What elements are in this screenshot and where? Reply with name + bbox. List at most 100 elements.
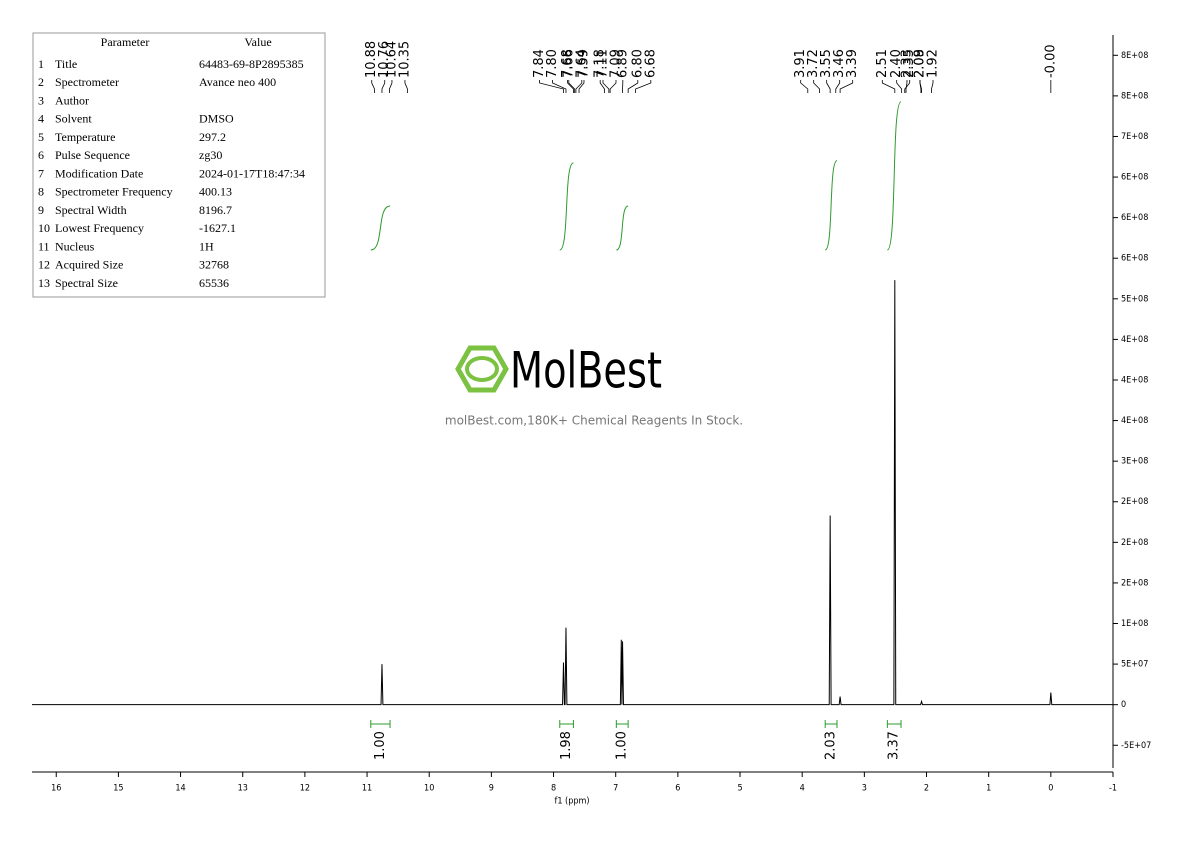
peak-leader: [839, 80, 854, 93]
peak-leader: [568, 80, 576, 93]
peak-leader: [800, 80, 809, 93]
y-tick-label: 5E+08: [1121, 294, 1148, 304]
y-tick-label: 8E+08: [1121, 51, 1148, 61]
parameter-table-frame: [32, 32, 326, 298]
y-tick-label: 6E+08: [1121, 173, 1148, 183]
x-tick-label: 5: [737, 784, 742, 794]
x-tick-label: 9: [489, 784, 494, 794]
integral-curve: [886, 101, 902, 251]
table-cell: 297.2: [199, 130, 226, 144]
table-cell: Lowest Frequency: [55, 221, 144, 235]
table-cell: 3: [38, 93, 44, 107]
peak-leader: [905, 80, 908, 93]
x-tick-label: 8: [551, 784, 556, 794]
peak-label: 10.76: [377, 41, 392, 78]
y-tick-label: 6E+08: [1121, 213, 1148, 223]
peak-label: 3.39: [845, 49, 860, 78]
integral-label: 3.37: [887, 731, 902, 760]
peak-label: 7.66: [561, 49, 576, 78]
peak-label: 7.11: [595, 49, 610, 78]
table-cell: 8: [38, 185, 44, 199]
y-tick-label: 5E+07: [1121, 660, 1148, 670]
peak-leader: [552, 80, 567, 93]
peak-label: 3.91: [793, 49, 808, 78]
peak-label: 2.33: [899, 49, 914, 78]
peak-leader: [389, 80, 393, 93]
table-cell: Title: [55, 57, 77, 71]
table-cell: 10: [38, 221, 50, 235]
table-cell: 32768: [199, 258, 229, 272]
x-tick-label: 3: [862, 784, 867, 794]
peak-label: 3.72: [806, 49, 821, 78]
table-header: Parameter: [101, 35, 150, 49]
peak-label: 2.40: [889, 49, 904, 78]
table-cell: 5: [38, 130, 44, 144]
peak-label: 7.64: [574, 49, 589, 78]
table-cell: 13: [38, 276, 50, 290]
table-cell: 9: [38, 203, 44, 217]
peak-label: 3.46: [832, 49, 847, 78]
peak-label: 10.88: [364, 41, 379, 78]
y-tick-label: 4E+08: [1121, 375, 1148, 385]
peak-label: 10.35: [397, 41, 412, 78]
y-tick-label: 2E+08: [1121, 538, 1148, 548]
y-tick-label: 2E+08: [1121, 497, 1148, 507]
table-cell: 400.13: [199, 185, 232, 199]
y-tick-label: 1E+08: [1121, 619, 1148, 629]
x-tick-label: 12: [300, 784, 310, 794]
integral-curve: [559, 162, 574, 251]
table-cell: 1H: [199, 239, 214, 253]
y-tick-label: 7E+08: [1121, 132, 1148, 142]
table-cell: 12: [38, 258, 50, 272]
peak-leader: [919, 80, 922, 93]
x-tick-label: 13: [238, 784, 248, 794]
table-cell: Pulse Sequence: [55, 148, 130, 162]
peak-leader: [627, 80, 639, 93]
table-cell: 6: [38, 148, 44, 162]
table-cell: 4: [38, 112, 44, 126]
table-cell: Spectral Width: [55, 203, 127, 217]
peak-leader: [813, 80, 820, 93]
table-cell: 64483-69-8P2895385: [199, 57, 304, 71]
peak-label: 3.55: [819, 49, 834, 78]
integral-curve: [824, 160, 838, 251]
table-header: Value: [244, 35, 271, 49]
integral-bracket: [886, 720, 902, 728]
y-tick-label: 4E+08: [1121, 416, 1148, 426]
x-tick-label: 6: [675, 784, 680, 794]
peak-label: 6.89: [615, 49, 630, 78]
logo-ring: [465, 356, 499, 382]
peak-leader: [826, 80, 831, 93]
peak-label: 2.08: [913, 49, 928, 78]
peak-label: 2.51: [875, 49, 890, 78]
y-tick-label: 0: [1121, 700, 1126, 710]
integral-bracket: [615, 720, 629, 728]
table-cell: Solvent: [55, 112, 92, 126]
x-tick-label: 1: [986, 784, 991, 794]
integral-curve: [616, 205, 629, 251]
peak-leader: [602, 80, 610, 93]
table-cell: Modification Date: [55, 166, 143, 180]
x-tick-label: 2: [924, 784, 929, 794]
table-cell: 65536: [199, 276, 229, 290]
peak-leader: [578, 80, 585, 93]
table-cell: zg30: [199, 148, 222, 162]
integral-label: 1.00: [373, 731, 388, 760]
y-tick-label: 3E+08: [1121, 457, 1148, 467]
table-cell: 2024-01-17T18:47:34: [199, 166, 305, 180]
logo-text: MolBest: [510, 342, 662, 400]
x-axis-label: f1 (ppm): [554, 797, 589, 807]
peak-label: 7.84: [532, 49, 547, 78]
x-tick-label: 14: [175, 784, 185, 794]
table-cell: 7: [38, 166, 44, 180]
y-tick-label: 2E+08: [1121, 578, 1148, 588]
y-tick-label: -5E+07: [1121, 741, 1151, 751]
integral-bracket: [559, 720, 574, 728]
integral-label: 1.98: [559, 731, 574, 760]
watermark: MolBest molBest.com,180K+ Chemical Reage…: [445, 342, 743, 428]
peak-leader: [896, 80, 903, 93]
peak-label: 7.59: [576, 49, 591, 78]
y-tick-label: 6E+08: [1121, 254, 1148, 264]
integral-bracket: [824, 720, 838, 728]
